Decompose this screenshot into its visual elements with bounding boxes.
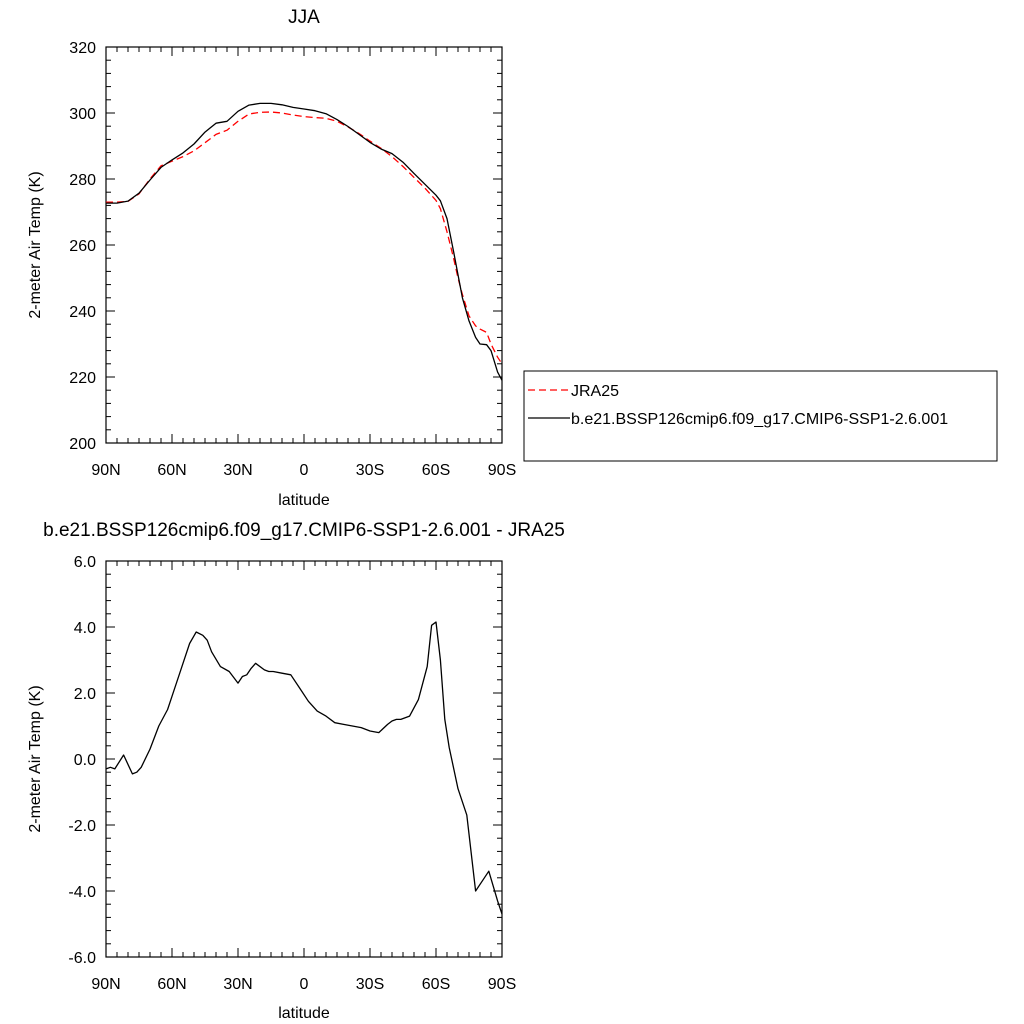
x-axis-label: latitude xyxy=(278,492,330,509)
series-line-2 xyxy=(106,102,503,381)
y-axis-label: 2-meter Air Temp (K) xyxy=(27,685,44,832)
y-tick-label: -6.0 xyxy=(68,950,96,967)
y-tick-label: 300 xyxy=(69,106,96,123)
y-tick-label: 280 xyxy=(69,172,96,189)
chart-panel-2: b.e21.BSSP126cmip6.f09_g17.CMIP6-SSP1-2.… xyxy=(27,520,565,1022)
y-tick-label: 220 xyxy=(69,370,96,387)
chart-title: JJA xyxy=(288,7,320,28)
y-tick-label: 200 xyxy=(69,436,96,453)
x-axis-label: latitude xyxy=(278,1005,330,1022)
y-tick-label: 260 xyxy=(69,238,96,255)
plot-frame xyxy=(105,560,503,958)
x-tick-label: 90N xyxy=(91,462,120,479)
x-tick-label: 90S xyxy=(488,976,516,993)
x-tick-label: 90S xyxy=(488,462,516,479)
x-tick-label: 60N xyxy=(157,976,186,993)
legend-label: JRA25 xyxy=(571,383,619,400)
x-tick-label: 90N xyxy=(91,976,120,993)
y-tick-label: 6.0 xyxy=(74,554,96,571)
y-tick-label: 240 xyxy=(69,304,96,321)
y-axis-label: 2-meter Air Temp (K) xyxy=(27,171,44,318)
chart-panel-1: JJA 90N 60N 30N 0 30S 60S 90S 200 220 240 260 280 300… xyxy=(27,7,516,509)
legend: JRA25 b.e21.BSSP126cmip6.f09_g17.CMIP6-SS… xyxy=(523,370,998,462)
y-tick-label: 320 xyxy=(69,40,96,57)
plot-frame xyxy=(105,46,503,444)
legend-box xyxy=(523,370,998,462)
y-tick-label: 0.0 xyxy=(74,752,96,769)
series-line-1 xyxy=(106,111,503,365)
x-tick-label: 30N xyxy=(223,462,252,479)
series-line-1 xyxy=(105,621,503,915)
x-tick-label: 60N xyxy=(157,462,186,479)
x-tick-label: 60S xyxy=(422,462,450,479)
x-tick-label: 0 xyxy=(300,976,309,993)
x-tick-label: 30S xyxy=(356,462,384,479)
x-tick-label: 60S xyxy=(422,976,450,993)
x-tick-label: 30S xyxy=(356,976,384,993)
y-tick-label: 4.0 xyxy=(74,620,96,637)
x-tick-label: 30N xyxy=(223,976,252,993)
y-tick-label: -4.0 xyxy=(68,884,96,901)
y-tick-label: -2.0 xyxy=(68,818,96,835)
chart-title: b.e21.BSSP126cmip6.f09_g17.CMIP6-SSP1-2.… xyxy=(43,520,565,541)
x-tick-label: 0 xyxy=(300,462,309,479)
y-tick-label: 2.0 xyxy=(74,686,96,703)
legend-label: b.e21.BSSP126cmip6.f09_g17.CMIP6-SSP1-2.… xyxy=(571,411,948,428)
